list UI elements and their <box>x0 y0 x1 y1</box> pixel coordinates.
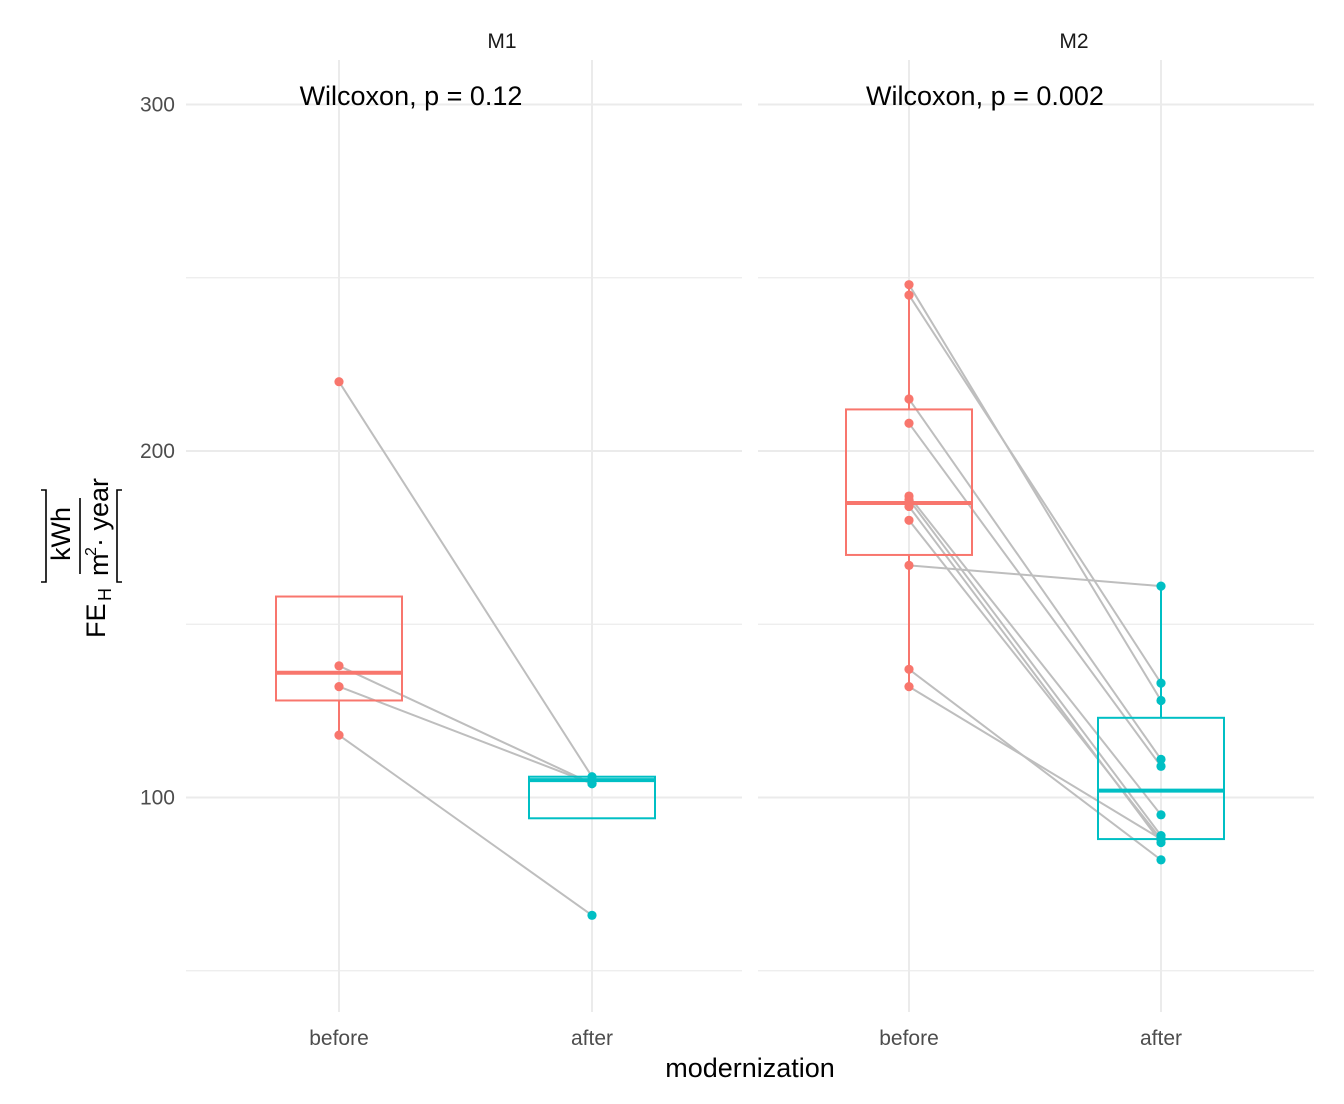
x-tick-label-before: before <box>879 1027 939 1050</box>
point-before <box>334 661 344 671</box>
point-before <box>904 682 914 692</box>
point-after <box>1156 761 1166 771</box>
y-axis-title-bracket-close <box>116 489 122 583</box>
box-m1-before <box>275 595 403 736</box>
wilcoxon-annotation-m1: Wilcoxon, p = 0.12 <box>300 81 523 111</box>
point-after <box>587 910 597 920</box>
point-after <box>1156 678 1166 688</box>
points-layer <box>334 280 1166 920</box>
point-after <box>1156 855 1166 865</box>
point-after <box>1156 695 1166 706</box>
pair-line <box>908 519 1162 840</box>
x-tick-label-before: before <box>309 1027 369 1050</box>
point-before <box>904 515 914 525</box>
pair-line <box>908 498 1162 837</box>
facet-strip-m2: M2 <box>1059 30 1088 53</box>
point-before <box>904 560 914 570</box>
box-rect <box>845 408 973 556</box>
pair-line <box>908 668 1162 861</box>
paired-lines-layer <box>338 284 1162 917</box>
point-before <box>904 280 914 290</box>
point-before <box>904 664 914 674</box>
pair-line <box>908 284 1162 701</box>
pair-line <box>908 294 1162 684</box>
point-before <box>904 418 914 428</box>
y-axis-title: FE H kWh m 2 · year <box>41 478 122 638</box>
boxes-layer <box>275 284 1225 843</box>
point-before <box>904 394 914 404</box>
pair-line <box>908 685 1162 840</box>
y-axis-title-unit-denominator-base: m <box>84 554 114 577</box>
text-layer: M1 Wilcoxon, p = 0.12 before after M2 Wilcoxo… <box>140 30 1182 1050</box>
x-axis-title: modernization <box>665 1053 835 1083</box>
wilcoxon-annotation-m2: Wilcoxon, p = 0.002 <box>866 81 1104 111</box>
y-axis-title-subscript: H <box>95 588 115 601</box>
point-before <box>334 730 344 740</box>
grid-layer <box>186 60 1314 1012</box>
point-before <box>904 290 914 300</box>
box-rect <box>275 595 403 702</box>
y-axis-title-unit-numerator: kWh <box>46 507 76 561</box>
facet-strip-m1: M1 <box>487 30 516 53</box>
y-axis-title-unit-denominator-rest: · year <box>84 478 114 547</box>
pair-line <box>908 422 1162 767</box>
point-after <box>587 779 597 789</box>
y-axis-title-unit-denominator-exponent: 2 <box>83 547 100 556</box>
y-axis-title-base: FE <box>81 603 111 638</box>
pair-line <box>338 734 593 917</box>
pair-line <box>338 664 593 785</box>
point-after <box>1156 754 1166 764</box>
y-tick-label: 300 <box>140 94 175 117</box>
pair-line <box>908 564 1162 588</box>
x-tick-label-after: after <box>1140 1027 1182 1050</box>
pair-line <box>908 495 1162 816</box>
y-tick-label: 200 <box>140 440 175 463</box>
point-after <box>1156 834 1166 844</box>
point-before <box>334 682 344 692</box>
pair-line <box>338 685 593 785</box>
y-axis-title-bracket-open <box>41 489 47 583</box>
point-after <box>587 772 597 782</box>
pair-line <box>908 398 1162 760</box>
point-after <box>1156 810 1166 820</box>
point-before <box>334 377 344 387</box>
point-before <box>904 501 914 512</box>
x-tick-label-after: after <box>571 1027 613 1050</box>
point-after <box>1156 581 1166 591</box>
point-before <box>904 494 914 505</box>
pair-line <box>338 381 593 778</box>
y-tick-label: 100 <box>140 787 175 810</box>
